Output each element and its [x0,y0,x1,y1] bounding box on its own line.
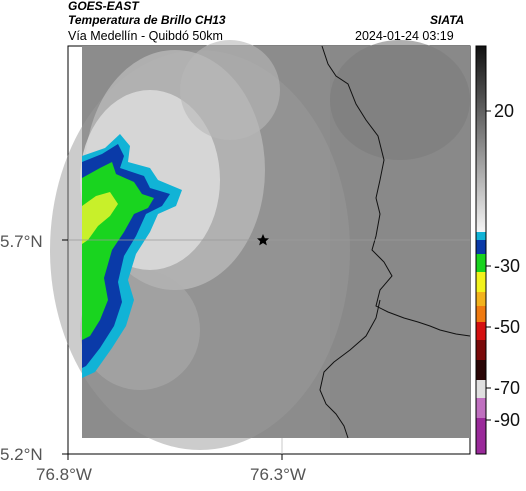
border-line [321,45,471,337]
satellite-image [50,40,471,454]
cloud-yellow-band [82,192,118,244]
route-subtitle: Vía Medellín - Quibdó 50km [68,29,223,43]
product-name: GOES-EAST [68,0,139,13]
map-title: Temperatura de Brillo CH13 [68,13,226,27]
y-tick-label: 5.2°N [0,445,43,464]
colorbar-tick-label: -90 [494,410,521,430]
colorbar-tick-label: -30 [494,256,521,276]
colorbar [475,45,491,455]
y-tick-label: 5.7°N [0,232,43,251]
x-tick-label: 76.8°W [36,465,92,484]
source-label: SIATA [430,13,465,27]
x-tick-label: 76.3°W [250,465,306,484]
colorbar-tick-label: -70 [494,378,521,398]
border-line-2 [319,299,381,439]
star-icon [257,234,269,246]
colorbar-tick-label: -50 [494,317,521,337]
colorbar-tick-label: 20 [494,101,515,121]
timestamp: 2024-01-24 03:19 [355,29,454,43]
